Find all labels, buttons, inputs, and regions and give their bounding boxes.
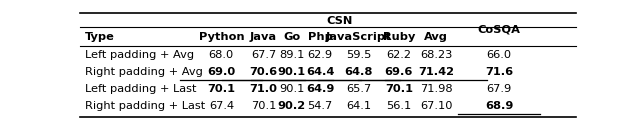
Text: 56.1: 56.1 bbox=[387, 101, 412, 111]
Text: 70.1: 70.1 bbox=[385, 84, 413, 94]
Text: 67.4: 67.4 bbox=[209, 101, 234, 111]
Text: 59.5: 59.5 bbox=[346, 50, 371, 60]
Text: Type: Type bbox=[85, 32, 115, 42]
Text: 69.0: 69.0 bbox=[207, 67, 236, 77]
Text: 64.9: 64.9 bbox=[306, 84, 334, 94]
Text: 71.6: 71.6 bbox=[485, 67, 513, 77]
Text: 68.0: 68.0 bbox=[209, 50, 234, 60]
Text: Left padding + Avg: Left padding + Avg bbox=[85, 50, 194, 60]
Text: Right padding + Last: Right padding + Last bbox=[85, 101, 205, 111]
Text: 64.8: 64.8 bbox=[344, 67, 373, 77]
Text: 65.7: 65.7 bbox=[346, 84, 371, 94]
Text: Python: Python bbox=[198, 32, 244, 42]
Text: 68.23: 68.23 bbox=[420, 50, 452, 60]
Text: 90.1: 90.1 bbox=[278, 67, 306, 77]
Text: Java: Java bbox=[250, 32, 277, 42]
Text: 67.10: 67.10 bbox=[420, 101, 452, 111]
Text: 70.6: 70.6 bbox=[250, 67, 278, 77]
Text: 62.2: 62.2 bbox=[387, 50, 412, 60]
Text: 67.7: 67.7 bbox=[251, 50, 276, 60]
Text: Go: Go bbox=[284, 32, 300, 42]
Text: 70.1: 70.1 bbox=[251, 101, 276, 111]
Text: Left padding + Last: Left padding + Last bbox=[85, 84, 196, 94]
Text: 71.0: 71.0 bbox=[250, 84, 278, 94]
Text: 64.4: 64.4 bbox=[306, 67, 334, 77]
Text: Php: Php bbox=[308, 32, 333, 42]
Text: 90.2: 90.2 bbox=[278, 101, 306, 111]
Text: 66.0: 66.0 bbox=[486, 50, 512, 60]
Text: 62.9: 62.9 bbox=[307, 50, 333, 60]
Text: Avg: Avg bbox=[424, 32, 448, 42]
Text: 69.6: 69.6 bbox=[385, 67, 413, 77]
Text: CoSQA: CoSQA bbox=[477, 24, 520, 34]
Text: Ruby: Ruby bbox=[383, 32, 415, 42]
Text: 67.9: 67.9 bbox=[486, 84, 512, 94]
Text: CSN: CSN bbox=[326, 16, 353, 26]
Text: 90.1: 90.1 bbox=[279, 84, 305, 94]
Text: 64.1: 64.1 bbox=[346, 101, 371, 111]
Text: 70.1: 70.1 bbox=[207, 84, 236, 94]
Text: 54.7: 54.7 bbox=[307, 101, 333, 111]
Text: 68.9: 68.9 bbox=[485, 101, 513, 111]
Text: Right padding + Avg: Right padding + Avg bbox=[85, 67, 203, 77]
Text: 71.42: 71.42 bbox=[418, 67, 454, 77]
Text: 89.1: 89.1 bbox=[279, 50, 305, 60]
Text: 71.98: 71.98 bbox=[420, 84, 452, 94]
Text: JavaScript: JavaScript bbox=[326, 32, 392, 42]
